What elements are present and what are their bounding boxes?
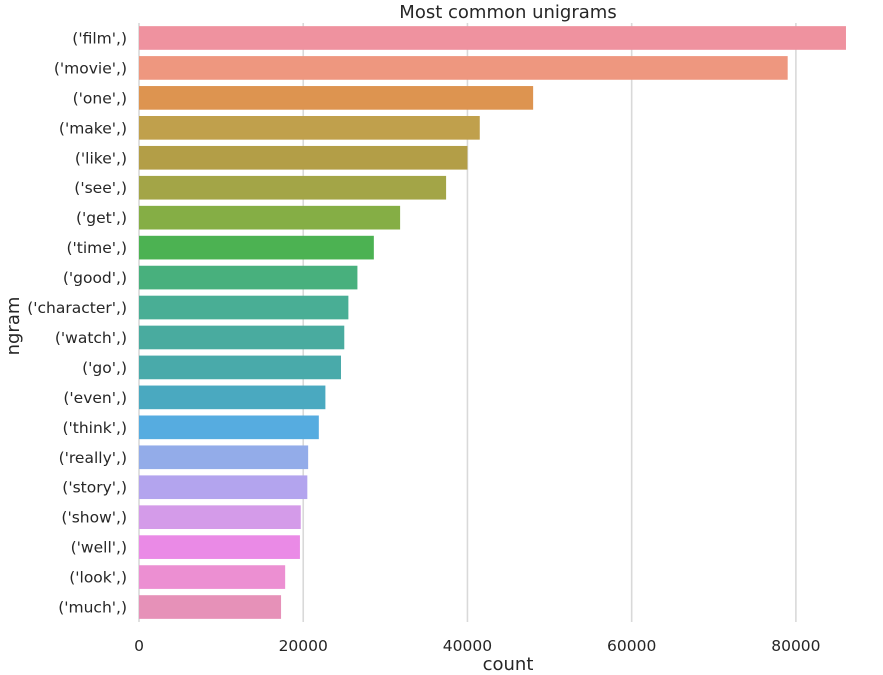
bar <box>139 355 341 380</box>
y-tick-label: ('well',) <box>71 539 127 557</box>
x-tick-labels: 0 20000 40000 60000 80000 <box>134 637 820 655</box>
bar <box>139 235 374 260</box>
x-axis-label: count <box>483 654 534 675</box>
y-tick-labels: ('film',) ('movie',) ('one',) ('make',) ('li… <box>27 29 127 616</box>
bar <box>139 145 468 170</box>
bars <box>139 26 846 619</box>
x-tick-label: 80000 <box>771 637 820 655</box>
plot-area <box>139 23 878 622</box>
y-tick-label: ('much',) <box>58 599 127 617</box>
y-tick-label: ('time',) <box>66 239 127 257</box>
y-tick-label: ('see',) <box>74 179 127 197</box>
y-tick-label: ('movie',) <box>54 59 127 77</box>
bar <box>139 505 301 530</box>
bar <box>139 205 401 230</box>
y-tick-label: ('really',) <box>59 449 127 467</box>
bar <box>139 415 319 440</box>
bar <box>139 86 534 110</box>
y-tick-label: ('make',) <box>59 119 127 137</box>
bar <box>139 115 480 140</box>
bar <box>139 445 309 470</box>
y-tick-label: ('film',) <box>72 29 127 47</box>
x-tick-label: 40000 <box>443 637 492 655</box>
y-tick-label: ('think',) <box>62 419 127 437</box>
y-tick-label: ('even',) <box>63 389 127 407</box>
bar <box>139 56 788 80</box>
y-tick-label: ('like',) <box>75 149 127 167</box>
bar <box>139 535 300 559</box>
y-axis-label: ngram <box>3 297 24 356</box>
x-tick-label: 0 <box>134 637 144 655</box>
bar <box>139 265 358 290</box>
bar <box>139 475 308 500</box>
bar <box>139 26 846 50</box>
y-tick-label: ('watch',) <box>55 329 127 347</box>
x-tick-label: 20000 <box>279 637 328 655</box>
y-tick-label: ('story',) <box>62 479 127 497</box>
bar <box>139 385 326 410</box>
y-tick-label: ('get',) <box>76 209 127 227</box>
bar <box>139 325 345 350</box>
bar <box>139 295 349 320</box>
y-tick-label: ('look',) <box>69 569 127 587</box>
chart-title: Most common unigrams <box>399 2 616 23</box>
y-tick-label: ('good',) <box>63 269 127 287</box>
x-tick-label: 60000 <box>607 637 656 655</box>
bar <box>139 595 282 619</box>
y-tick-label: ('show',) <box>61 509 127 527</box>
bar <box>139 565 286 589</box>
y-tick-label: ('one',) <box>73 89 127 107</box>
bar <box>139 175 447 200</box>
y-tick-label: ('go',) <box>82 359 127 377</box>
y-tick-label: ('character',) <box>27 299 127 317</box>
